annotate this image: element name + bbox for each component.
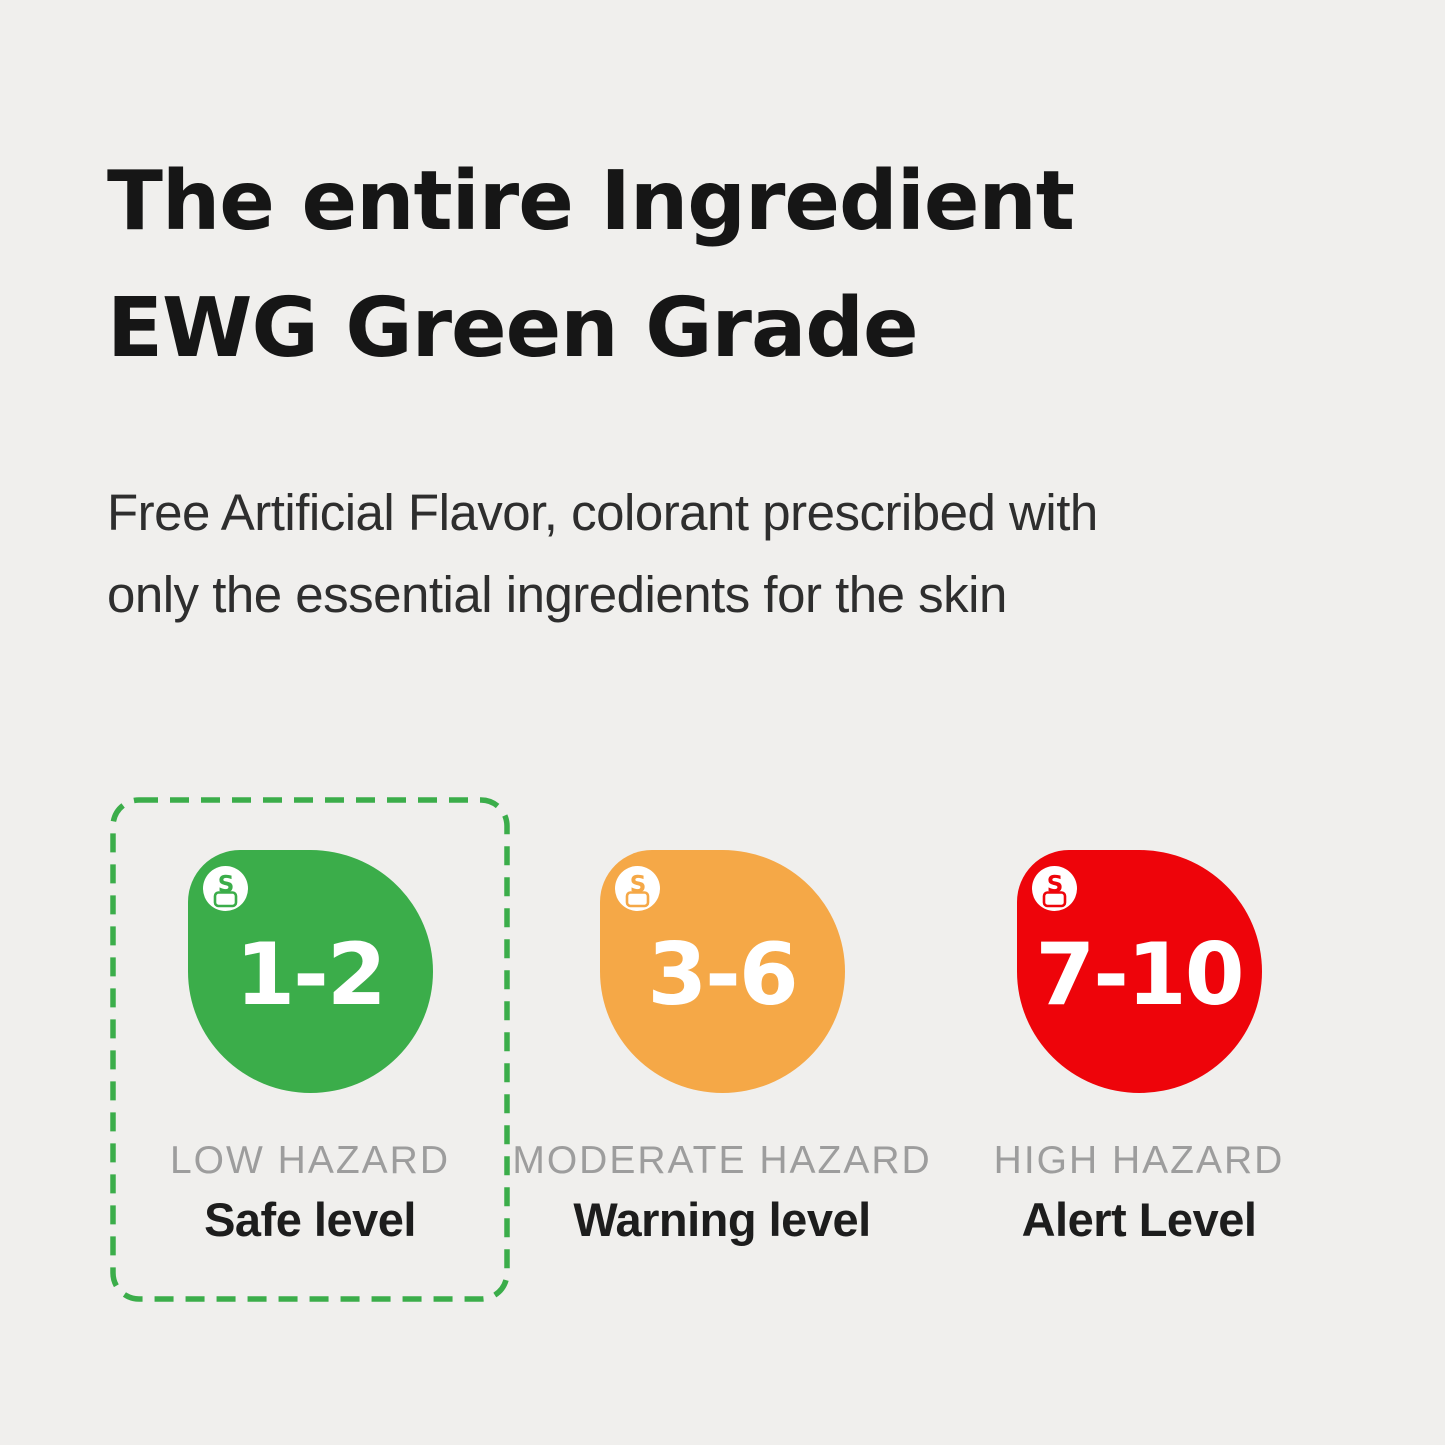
grade-range-value: 7-10 [1035,924,1244,1025]
grade-range-value: 3-6 [647,924,798,1025]
page-subtitle: Free Artificial Flavor, colorant prescri… [107,472,1098,636]
grade-range-value: 1-2 [235,924,386,1025]
grade-card-moderate-hazard: S 3-6 MODERATE HAZARD Warning level [512,797,930,1302]
hazard-label: LOW HAZARD [169,1139,450,1182]
hazard-label: MODERATE HAZARD [512,1139,932,1182]
level-label: Warning level [573,1193,871,1246]
s-stamp-icon: S [1031,866,1077,911]
s-stamp-icon: S [614,866,660,911]
hazard-label: HIGH HAZARD [993,1139,1285,1182]
page-subtitle-line-1: Free Artificial Flavor, colorant prescri… [107,484,1098,541]
level-label: Safe level [204,1193,416,1246]
page-subtitle-line-2: only the essential ingredients for the s… [107,566,1007,623]
grade-blob-moderate: S 3-6 [599,850,845,1093]
page-title-line-2: EWG Green Grade [107,281,919,376]
page-title-line-1: The entire Ingredient [107,154,1075,249]
grade-blob-low: S 1-2 [187,850,433,1093]
grade-card-high-hazard: S 7-10 HIGH HAZARD Alert Level [939,797,1339,1302]
grade-blob-high: S 7-10 [1016,850,1262,1093]
page-title: The entire Ingredient EWG Green Grade [107,138,1075,392]
level-label: Alert Level [1021,1193,1257,1246]
grade-card-low-hazard: S 1-2 LOW HAZARD Safe level [110,797,510,1302]
s-stamp-icon: S [202,866,248,911]
